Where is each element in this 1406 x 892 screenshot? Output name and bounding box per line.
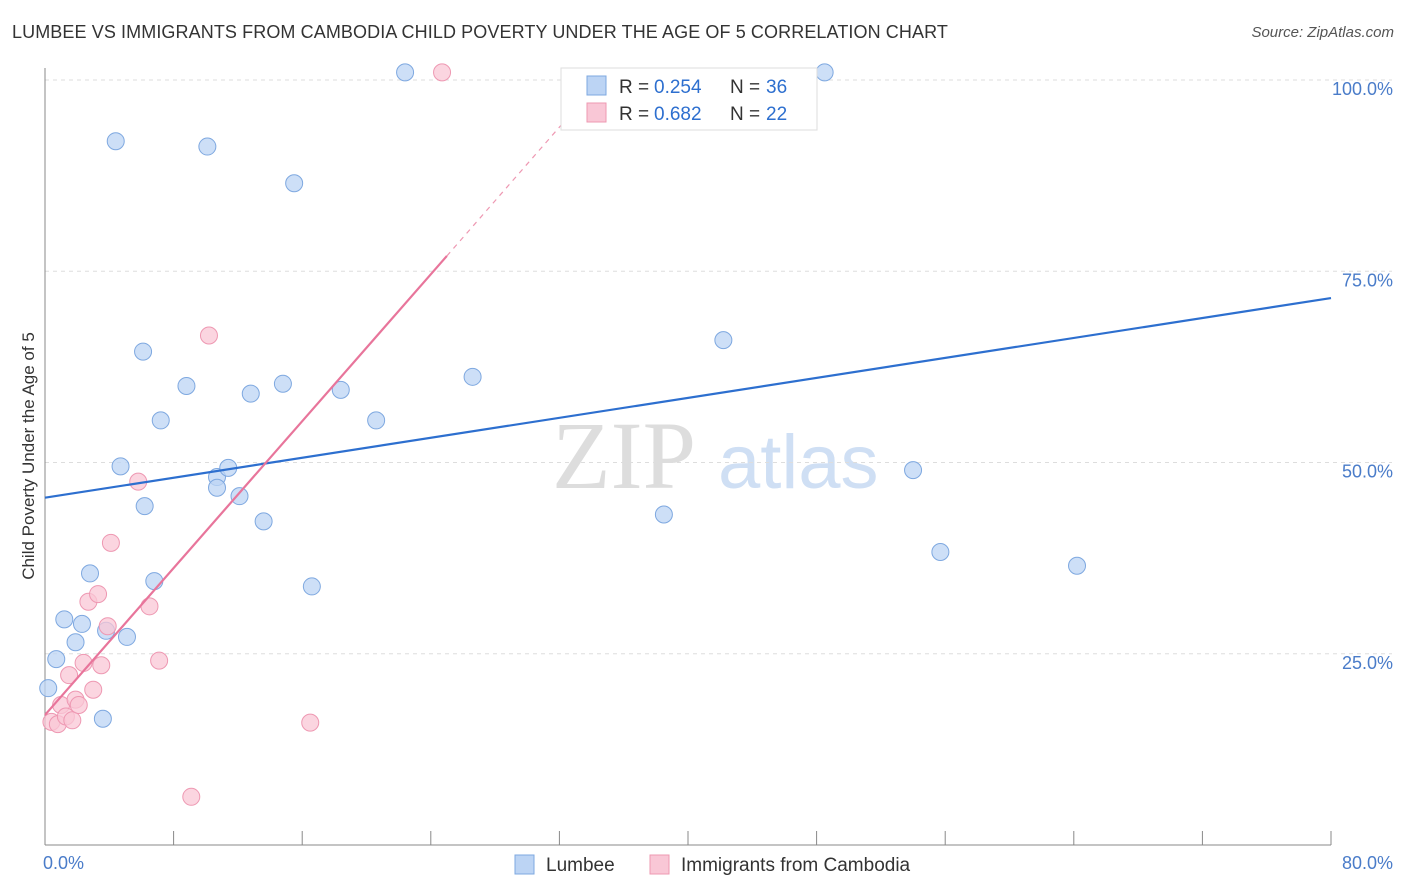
chart-title: LUMBEE VS IMMIGRANTS FROM CAMBODIA CHILD… (12, 22, 948, 42)
point-lumbee-32 (815, 63, 834, 82)
legend-n-value-lumbee: 36 (766, 77, 787, 98)
point-cambodia-19 (199, 326, 218, 345)
point-lumbee-12 (135, 497, 154, 516)
y-tick-label-50: 50.0% (1342, 462, 1393, 482)
point-cambodia-10 (84, 680, 103, 699)
point-lumbee-2 (55, 610, 74, 629)
point-lumbee-34 (931, 543, 950, 562)
legend-swatch-lumbee (586, 75, 607, 96)
point-cambodia-16 (140, 597, 159, 616)
point-lumbee-10 (117, 627, 136, 646)
legend-swatch-cambodia (586, 102, 607, 123)
point-lumbee-1 (47, 650, 66, 669)
trend-line-lumbee (44, 296, 1332, 499)
point-lumbee-8 (106, 132, 125, 151)
point-lumbee-29 (463, 367, 482, 386)
point-lumbee-25 (302, 577, 321, 596)
x-ticks (44, 831, 1332, 845)
point-lumbee-4 (72, 614, 91, 633)
point-cambodia-5 (63, 711, 82, 730)
point-lumbee-0 (39, 679, 58, 698)
point-lumbee-21 (241, 384, 260, 403)
legend-r-label-lumbee: R = (619, 77, 649, 98)
point-cambodia-14 (101, 533, 120, 552)
point-cambodia-7 (69, 696, 88, 715)
point-lumbee-3 (66, 633, 85, 652)
y-tick-label-100: 100.0% (1332, 79, 1393, 99)
point-lumbee-23 (273, 374, 292, 393)
point-lumbee-18 (208, 478, 227, 497)
watermark-zip: ZIP (552, 402, 696, 509)
point-lumbee-11 (134, 342, 153, 361)
x-tick-label-80: 80.0% (1342, 853, 1393, 873)
point-lumbee-24 (285, 174, 304, 193)
data-points (39, 63, 1087, 806)
legend-n-label-lumbee: N = (730, 77, 760, 98)
y-tick-label-25: 25.0% (1342, 653, 1393, 673)
legend-r-value-cambodia: 0.682 (654, 104, 702, 125)
series-legend: Lumbee Immigrants from Cambodia (514, 854, 911, 876)
point-cambodia-18 (182, 787, 201, 806)
point-cambodia-12 (92, 656, 111, 675)
point-cambodia-11 (89, 585, 108, 604)
point-cambodia-13 (98, 617, 117, 636)
tick-labels: 25.0% 50.0% 75.0% 100.0% 0.0% 80.0% (43, 79, 1393, 873)
legend-r-label-cambodia: R = (619, 104, 649, 125)
point-lumbee-13 (145, 572, 164, 591)
y-axis-title: Child Poverty Under the Age of 5 (19, 332, 38, 580)
point-lumbee-15 (177, 377, 196, 395)
point-cambodia-21 (433, 63, 452, 82)
point-lumbee-20 (230, 487, 249, 506)
legend-n-value-cambodia: 22 (766, 104, 787, 125)
point-lumbee-22 (254, 512, 273, 531)
source-credit: Source: ZipAtlas.com (1251, 24, 1394, 41)
point-cambodia-4 (60, 666, 79, 685)
point-lumbee-14 (151, 411, 170, 430)
bottom-legend-swatch-lumbee (514, 854, 535, 875)
point-lumbee-9 (111, 457, 130, 476)
point-lumbee-26 (331, 380, 350, 399)
legend-n-label-cambodia: N = (730, 104, 760, 125)
bottom-legend-label-lumbee: Lumbee (546, 855, 615, 876)
gridlines (45, 79, 1392, 655)
point-lumbee-28 (396, 63, 415, 82)
correlation-legend: R = 0.254 N = 36 R = 0.682 N = 22 (560, 67, 818, 131)
point-lumbee-27 (367, 411, 386, 430)
trend-lines (44, 119, 1332, 716)
point-lumbee-16 (198, 137, 217, 156)
point-lumbee-31 (714, 331, 733, 350)
point-lumbee-6 (93, 709, 112, 728)
bottom-legend-label-cambodia: Immigrants from Cambodia (681, 855, 911, 876)
x-tick-label-0: 0.0% (43, 853, 84, 873)
y-tick-label-75: 75.0% (1342, 270, 1393, 290)
trend-line-cambodia (44, 255, 448, 716)
point-cambodia-17 (150, 651, 169, 670)
point-lumbee-33 (904, 461, 923, 480)
point-lumbee-30 (654, 505, 673, 524)
point-lumbee-35 (1068, 556, 1087, 575)
trend-line-cambodia-extension (446, 119, 567, 257)
point-cambodia-20 (301, 713, 320, 732)
point-lumbee-5 (81, 564, 100, 583)
bottom-legend-swatch-cambodia (649, 854, 670, 875)
legend-r-value-lumbee: 0.254 (654, 77, 702, 98)
